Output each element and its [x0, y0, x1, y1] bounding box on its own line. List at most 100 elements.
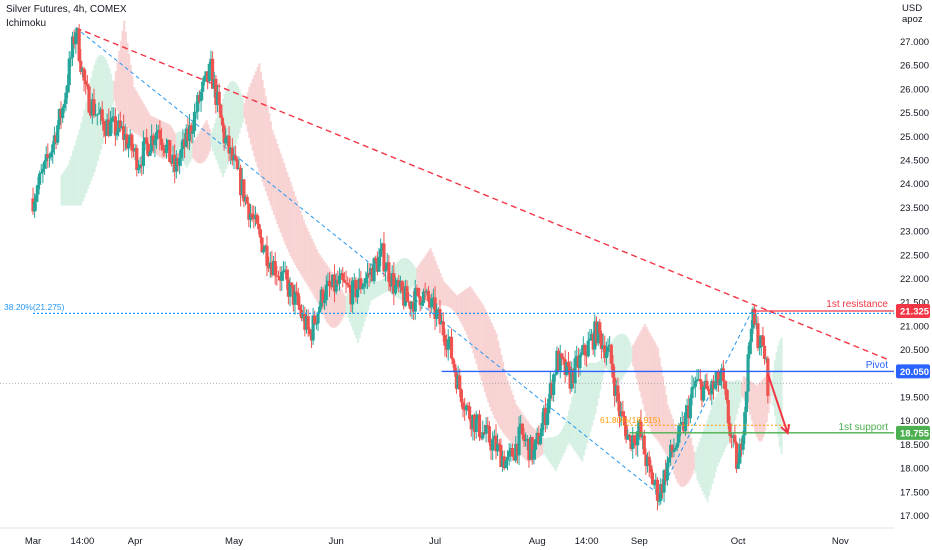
fib-support-label: 61.80%(18.915)	[600, 415, 661, 425]
candle-body	[118, 120, 122, 129]
candle	[729, 432, 734, 449]
candle	[639, 409, 643, 441]
candle-body	[728, 423, 732, 436]
candle	[375, 251, 379, 276]
candle	[593, 314, 597, 358]
candle-body	[117, 120, 121, 133]
candle-body	[601, 345, 605, 349]
candle	[360, 283, 365, 290]
candle-body	[547, 398, 551, 414]
candle-body	[570, 369, 574, 389]
candle-body	[288, 282, 292, 297]
candle	[57, 108, 61, 130]
cloud-segment	[574, 384, 577, 453]
cloud-segment	[421, 260, 424, 295]
cloud-segment	[729, 381, 732, 438]
candle-body	[210, 58, 215, 89]
candle	[285, 265, 289, 290]
candle	[746, 345, 750, 403]
candle	[672, 438, 676, 458]
candle	[665, 456, 669, 486]
candle-body	[723, 381, 727, 390]
cloud-segment	[711, 405, 714, 485]
cloud-segment	[123, 20, 126, 123]
candle-body	[535, 432, 539, 440]
cloud-segment	[515, 404, 518, 449]
cloud-segment	[126, 42, 129, 127]
candle	[268, 251, 272, 278]
candle-body	[476, 414, 480, 419]
candle-body	[260, 237, 264, 253]
candle	[461, 398, 465, 418]
candle-body	[110, 117, 114, 122]
cloud-segment	[678, 431, 681, 486]
candle-body	[108, 121, 113, 136]
cloud-segment	[101, 55, 104, 144]
cloud-segment	[602, 356, 605, 375]
candle	[301, 304, 305, 322]
candle-body	[739, 443, 744, 450]
cloud-segment	[749, 380, 752, 415]
candle	[303, 306, 307, 337]
candle-body	[695, 379, 699, 382]
cloud-segment	[671, 418, 674, 470]
candle-body	[408, 301, 412, 310]
candle-body	[84, 80, 88, 85]
cloud-segment	[322, 260, 325, 316]
candle-body	[690, 387, 694, 399]
candle	[329, 274, 333, 290]
cloud-segment	[632, 344, 635, 367]
price-axis-panel[interactable]	[894, 0, 932, 550]
candle	[568, 360, 572, 394]
candle	[759, 335, 763, 356]
candle-body	[87, 86, 91, 113]
candle-body	[641, 435, 645, 438]
cloud-segment	[96, 57, 99, 161]
candle	[202, 75, 206, 86]
cloud-segment	[116, 60, 119, 111]
cloud-segment	[591, 362, 594, 426]
candle-body	[290, 282, 294, 286]
cloud-segment	[302, 219, 305, 280]
cloud-segment	[170, 127, 174, 154]
candle-body	[334, 279, 338, 292]
cloud-segment	[366, 280, 370, 311]
candle-body	[454, 372, 459, 389]
cloud-segment	[152, 117, 155, 152]
cloud-segment	[764, 376, 767, 431]
cloud-segment	[717, 390, 721, 463]
y-tick-label: 23.000	[900, 227, 929, 238]
candle	[84, 70, 88, 95]
cloud-segment	[279, 153, 282, 233]
cloud-segment	[142, 104, 146, 140]
candle-body	[217, 91, 221, 105]
candle-body	[336, 279, 340, 284]
candle	[206, 71, 210, 90]
cloud-segment	[651, 338, 655, 435]
cloud-segment	[778, 340, 782, 448]
candle	[290, 282, 294, 288]
candle-body	[693, 381, 697, 387]
candle-body	[153, 139, 157, 146]
candle-body	[107, 119, 111, 136]
axis-unit: apoz	[902, 14, 923, 25]
cloud-segment	[487, 315, 490, 403]
cloud-segment	[600, 358, 604, 383]
cloud-segment	[414, 268, 417, 284]
candle	[100, 101, 104, 125]
candle	[61, 106, 65, 123]
price-badge-text: 20.050	[900, 367, 929, 378]
candle	[627, 433, 632, 442]
cloud-segment	[505, 376, 508, 437]
candle-body	[705, 380, 709, 390]
candle	[624, 416, 628, 444]
candle	[583, 343, 587, 366]
cloud-segment	[569, 403, 572, 445]
candle-body	[556, 350, 561, 371]
candle	[652, 479, 656, 489]
candle	[428, 294, 432, 318]
fib-retracement-label: 38.20%(21.275)	[4, 302, 65, 312]
indicator-name[interactable]: Ichimoku	[6, 18, 47, 29]
candle-body	[397, 280, 401, 287]
